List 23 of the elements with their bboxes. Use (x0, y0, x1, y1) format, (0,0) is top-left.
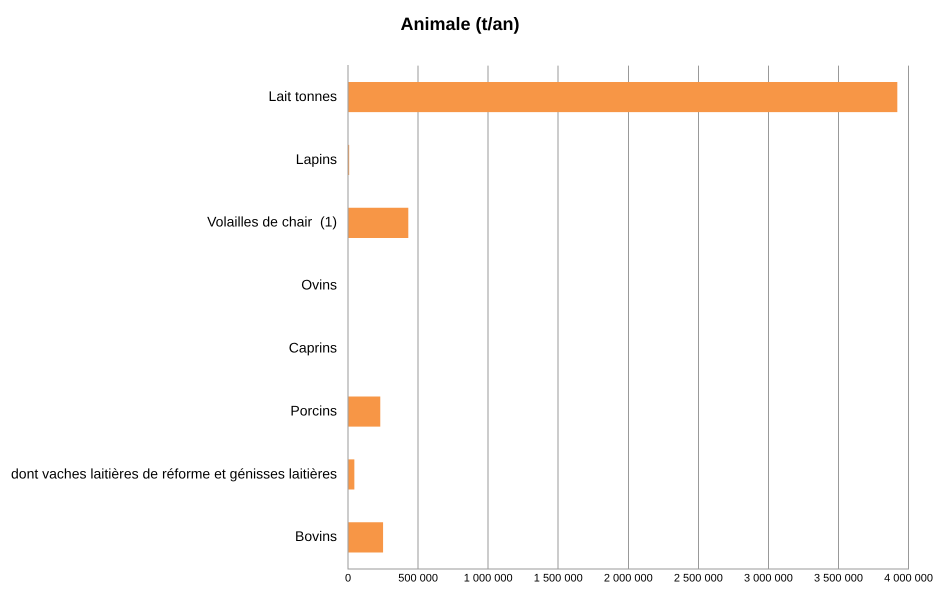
y-tick-label: Ovins (301, 276, 338, 293)
x-tick-label: 500 000 (398, 572, 438, 584)
bar (348, 522, 384, 552)
x-tick-label: 3 000 000 (744, 572, 793, 584)
x-tick-label: 0 (344, 572, 352, 584)
y-tick-label: Caprins (288, 340, 338, 356)
y-tick-label: Volailles de chair (1) (207, 214, 338, 230)
x-tick-label: 2 000 000 (604, 572, 653, 584)
chart-title: Animale (t/an) (400, 14, 520, 34)
y-tick-label: Bovins (295, 528, 338, 544)
y-tick-label: Porcins (290, 402, 338, 418)
bar (348, 82, 898, 112)
y-tick-label: dont vaches laitières de réforme et génisses laitières (10, 465, 338, 482)
x-tick-label: 2 500 000 (674, 572, 723, 584)
x-tick-label: 4 000 000 (884, 572, 933, 584)
bar (348, 459, 354, 490)
bar (348, 208, 408, 238)
x-tick-label: 3 500 000 (814, 572, 863, 584)
y-tick-label: Lapins (296, 150, 338, 167)
x-tick-label: 1 500 000 (534, 572, 583, 584)
y-tick-label: Lait tonnes (268, 88, 338, 104)
bar (348, 396, 380, 427)
x-tick-label: 1 000 000 (464, 572, 513, 584)
